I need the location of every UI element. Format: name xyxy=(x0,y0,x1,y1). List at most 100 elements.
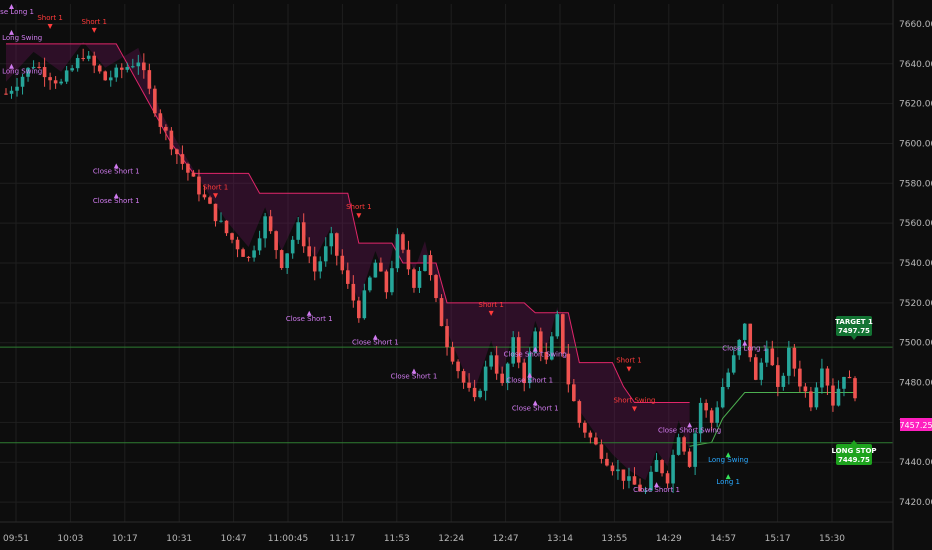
candle-body xyxy=(605,458,609,466)
candle-body xyxy=(20,76,25,87)
signal-close-long: Close Long Swing xyxy=(0,29,42,42)
candle-body xyxy=(401,234,405,250)
signal-close-short: Close Short Swing xyxy=(504,346,567,359)
candle-body xyxy=(489,355,493,367)
signal-short: Short 1 xyxy=(203,183,228,199)
signal-label: Short 1 xyxy=(478,301,503,309)
candle-body xyxy=(594,437,598,445)
candle-body xyxy=(660,460,664,474)
candle-body xyxy=(301,222,306,247)
candle-body xyxy=(709,410,714,423)
candle-body xyxy=(346,270,350,284)
signal-label: Close Long 1 xyxy=(722,345,767,353)
candle-body xyxy=(202,194,207,198)
candle-body xyxy=(836,388,841,406)
signal-close-short: Close Short 1 xyxy=(93,163,140,175)
signal-short: Short 1 xyxy=(37,14,63,29)
stop-band-fill xyxy=(6,41,690,481)
candle-body xyxy=(588,432,593,438)
candle-body xyxy=(527,352,532,384)
candle-body xyxy=(296,222,300,240)
y-axis: 7420.007440.007460.007480.007500.007520.… xyxy=(892,0,932,550)
candle-body xyxy=(809,391,813,408)
signal-label: Short Swing xyxy=(613,396,655,404)
signal-arrow xyxy=(91,27,97,33)
candle-body xyxy=(357,300,361,319)
x-tick-label: 10:17 xyxy=(112,534,138,544)
signal-label: Close Short 1 xyxy=(391,373,438,381)
candle-body xyxy=(753,357,758,380)
candle-body xyxy=(142,62,146,71)
signal-label: Close Short 1 xyxy=(633,486,680,494)
signal-label: Short 1 xyxy=(203,183,228,191)
candle-body xyxy=(781,375,786,387)
signal-label: Close Short 1 xyxy=(286,315,333,323)
candle-body xyxy=(147,70,152,89)
signal-label: Close Short Swing xyxy=(658,426,721,434)
signal-label: Close Long Swing xyxy=(0,34,42,42)
x-tick-label: 09:51 xyxy=(3,534,29,544)
candle-body xyxy=(511,337,515,364)
candle-body xyxy=(125,67,130,70)
candle-body xyxy=(831,385,835,406)
signal-arrow xyxy=(212,193,218,199)
candle-body xyxy=(450,347,455,362)
candle-body xyxy=(643,490,648,492)
target-title: TARGET 1 xyxy=(835,318,873,326)
signal-label: Close Short 1 xyxy=(93,167,140,175)
signal-close-short: Close Short 1 xyxy=(352,334,399,347)
signal-label: Short 1 xyxy=(616,357,641,365)
long-stop-line xyxy=(689,392,855,447)
candle-body xyxy=(842,376,846,389)
last-price-value: 7457.25 xyxy=(899,421,932,430)
signal-label: Long 1 xyxy=(716,478,740,486)
candle-body xyxy=(219,220,223,222)
candle-body xyxy=(847,376,852,379)
candle-body xyxy=(334,233,339,256)
signal-arrow xyxy=(113,193,119,199)
candle-body xyxy=(351,283,356,301)
candle-body xyxy=(505,363,510,384)
candle-body xyxy=(180,154,185,164)
target-box: TARGET 1 7497.75 xyxy=(835,316,873,340)
y-tick-label: 7580.00 xyxy=(899,179,932,189)
candle-body xyxy=(483,366,488,391)
candle-body xyxy=(340,255,345,271)
candle-body xyxy=(169,130,174,150)
candle-body xyxy=(467,382,471,388)
candle-body xyxy=(230,233,234,240)
candle-body xyxy=(318,261,323,272)
candle-body xyxy=(731,355,736,373)
x-tick-label: 14:29 xyxy=(656,534,682,544)
signal-label: Short 1 xyxy=(346,203,371,211)
candle-body xyxy=(9,90,14,94)
candle-body xyxy=(577,401,582,423)
candle-body xyxy=(257,238,262,251)
candle-body xyxy=(384,271,389,293)
reference-lines xyxy=(0,346,893,444)
candle-body xyxy=(224,220,229,234)
signal-long: Long 1 xyxy=(716,474,740,486)
candle-body xyxy=(776,365,780,387)
candle-body xyxy=(307,246,312,257)
signal-close-short: Close Short 1 xyxy=(633,482,680,494)
candle-body xyxy=(4,93,8,95)
candle-body xyxy=(59,81,63,84)
candle-body xyxy=(671,454,675,484)
candle-body xyxy=(130,66,135,68)
signal-label: Close Short 1 xyxy=(512,404,559,412)
candle-body xyxy=(268,216,273,232)
trailing-stop-line xyxy=(6,43,690,403)
candle-body xyxy=(792,347,797,369)
candle-body xyxy=(119,67,124,70)
signal-label: Close Long Swing xyxy=(0,68,42,76)
grid xyxy=(0,4,893,522)
signal-label: Close Short 1 xyxy=(506,377,553,385)
x-tick-label: 12:24 xyxy=(438,534,464,544)
signal-arrow xyxy=(488,310,494,316)
candle-body xyxy=(235,239,240,250)
candle-body xyxy=(693,433,697,467)
y-tick-label: 7500.00 xyxy=(899,339,932,349)
candle-body xyxy=(37,66,41,68)
